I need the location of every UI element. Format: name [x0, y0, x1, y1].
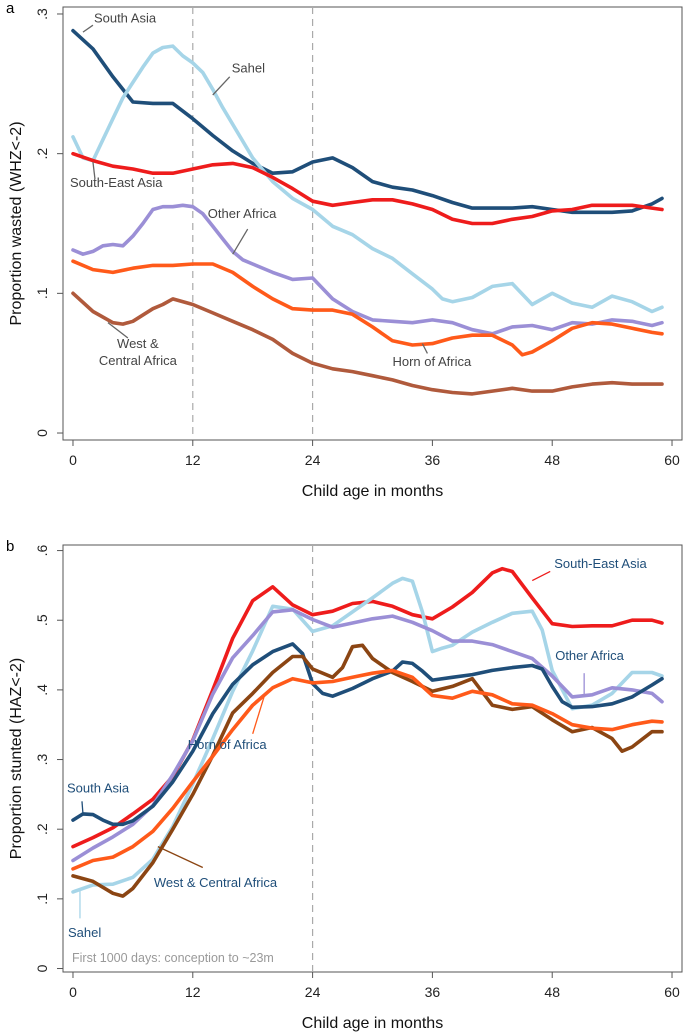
x-axis-title: Child age in months [302, 483, 443, 500]
y-tick-label: .1 [34, 893, 50, 905]
x-tick-label: 0 [69, 452, 77, 468]
series-label-line: Central Africa [99, 353, 178, 368]
y-tick-label: .5 [34, 614, 50, 626]
leader-line [107, 322, 129, 339]
leader-line [232, 228, 249, 255]
series-line-other-africa [71, 608, 664, 863]
series-line-sahel [71, 44, 664, 314]
series-line-horn-of-africa [71, 668, 664, 871]
leader-line [421, 343, 428, 354]
series-label-horn-of-africa: Horn of Africa [188, 737, 268, 752]
x-axis-title: Child age in months [302, 1015, 443, 1032]
x-tick-label: 12 [185, 452, 201, 468]
x-tick-label: 36 [425, 984, 441, 1000]
series-line-horn-of-africa [71, 259, 664, 357]
y-tick-label: 0 [34, 964, 50, 972]
y-tick-label: .2 [34, 823, 50, 835]
series-line-south-asia [71, 28, 664, 215]
panel-label: b [6, 538, 14, 555]
y-tick-label: .3 [34, 753, 50, 765]
series-line-south-east-asia [71, 151, 664, 226]
leader-line [212, 76, 231, 96]
series-label-south-asia: South Asia [94, 10, 157, 25]
series-label-line: West & [117, 336, 159, 351]
leader-line [81, 801, 84, 814]
series-label-west-and-central-africa: West & Central Africa [154, 875, 278, 890]
plot-frame [62, 6, 683, 441]
panel-a: a 0 12 24 36 48 60 0 .1 .2 .3 Child age in months Pr… [6, 0, 683, 500]
x-tick-label: 12 [185, 984, 201, 1000]
series-label-south-asia: South Asia [67, 780, 130, 795]
series-label-horn-of-africa: Horn of Africa [392, 354, 472, 369]
leader-line [82, 24, 94, 33]
y-tick-label: .6 [34, 545, 50, 557]
x-tick-label: 60 [664, 452, 680, 468]
series-line-south-asia [71, 642, 664, 827]
leader-line [92, 161, 96, 179]
leader-line [252, 694, 266, 734]
leader-line [531, 570, 551, 582]
x-tick-label: 36 [425, 452, 441, 468]
x-tick-label: 24 [305, 984, 321, 1000]
series-label-sahel: Sahel [232, 61, 265, 76]
x-tick-label: 48 [544, 452, 560, 468]
y-tick-label: 0 [34, 429, 50, 437]
leader-line [157, 846, 204, 869]
series-label-sahel: Sahel [68, 925, 101, 940]
series-label-south-east-asia: South-East Asia [70, 175, 163, 190]
y-tick-label: .4 [34, 684, 50, 696]
panel-label: a [6, 0, 15, 17]
y-axis-title: Proportion wasted (WHZ<-2) [8, 121, 25, 325]
series-label-south-east-asia: South-East Asia [554, 556, 647, 571]
plot-frame [62, 544, 683, 973]
first-1000-days-note: First 1000 days: conception to ~23m [72, 951, 274, 965]
y-tick-label: .2 [34, 148, 50, 160]
x-tick-label: 48 [544, 984, 560, 1000]
x-tick-label: 0 [69, 984, 77, 1000]
y-tick-label: .1 [34, 287, 50, 299]
series-label-west-and-central-africa: West & Central Africa [99, 336, 178, 368]
y-axis-title: Proportion stunted (HAZ<-2) [8, 658, 25, 859]
series-label-other-africa: Other Africa [208, 206, 277, 221]
x-tick-label: 24 [305, 452, 321, 468]
series-line-west-and-central-africa [71, 643, 664, 898]
y-tick-label: .3 [34, 8, 50, 20]
series-line-west-and-central-africa [71, 291, 664, 396]
series-label-other-africa: Other Africa [555, 648, 624, 663]
x-tick-label: 60 [664, 984, 680, 1000]
panel-b: b 0 12 24 36 48 60 0 .1 .2 .3 .4 .5 .6 Child age in mo… [6, 538, 683, 1032]
series-line-other-africa [71, 203, 664, 336]
